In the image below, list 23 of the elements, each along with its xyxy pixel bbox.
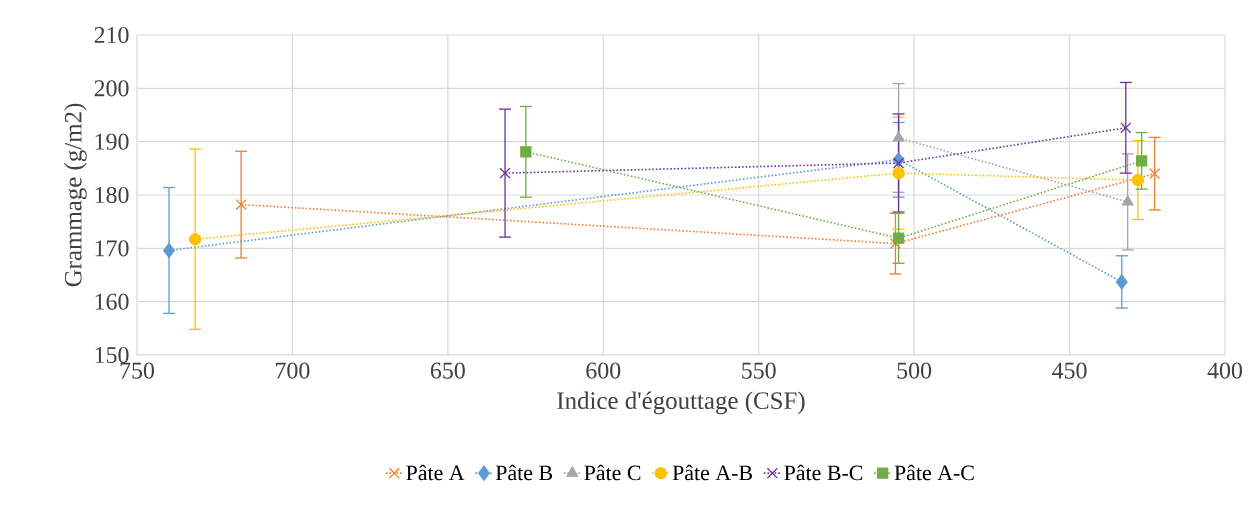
x-tick-label: 600 xyxy=(586,362,621,379)
x-tick-label: 450 xyxy=(1052,362,1087,379)
x-tick-label: 700 xyxy=(276,362,310,379)
legend-label: Pâte A-C xyxy=(894,464,974,481)
y-tick-label: 150 xyxy=(95,346,129,364)
legend-label: Pâte A xyxy=(406,464,465,481)
legend-label: Pâte B xyxy=(495,464,552,481)
y-tick-label: 180 xyxy=(95,186,129,204)
y-tick-label: 190 xyxy=(95,133,129,150)
y-tick-label: 210 xyxy=(94,26,129,44)
y-tick-label: 160 xyxy=(95,293,129,310)
x-tick-label: 650 xyxy=(430,362,465,379)
y-tick-label: 200 xyxy=(94,80,129,97)
legend-label: Pâte C xyxy=(584,464,641,481)
x-tick-label: 500 xyxy=(897,362,932,379)
x-tick-label: 750 xyxy=(120,362,155,379)
legend-label: Pâte B-C xyxy=(784,464,863,481)
y-tick-label: 170 xyxy=(95,240,129,257)
x-tick-label: 550 xyxy=(742,362,776,379)
legend-label: Pâte A-B xyxy=(672,464,752,481)
y-axis-title: Grammage (g/m2) xyxy=(64,103,87,287)
x-tick-label: 400 xyxy=(1207,362,1242,379)
x-axis-title: Indice d'égouttage (CSF) xyxy=(557,391,805,415)
